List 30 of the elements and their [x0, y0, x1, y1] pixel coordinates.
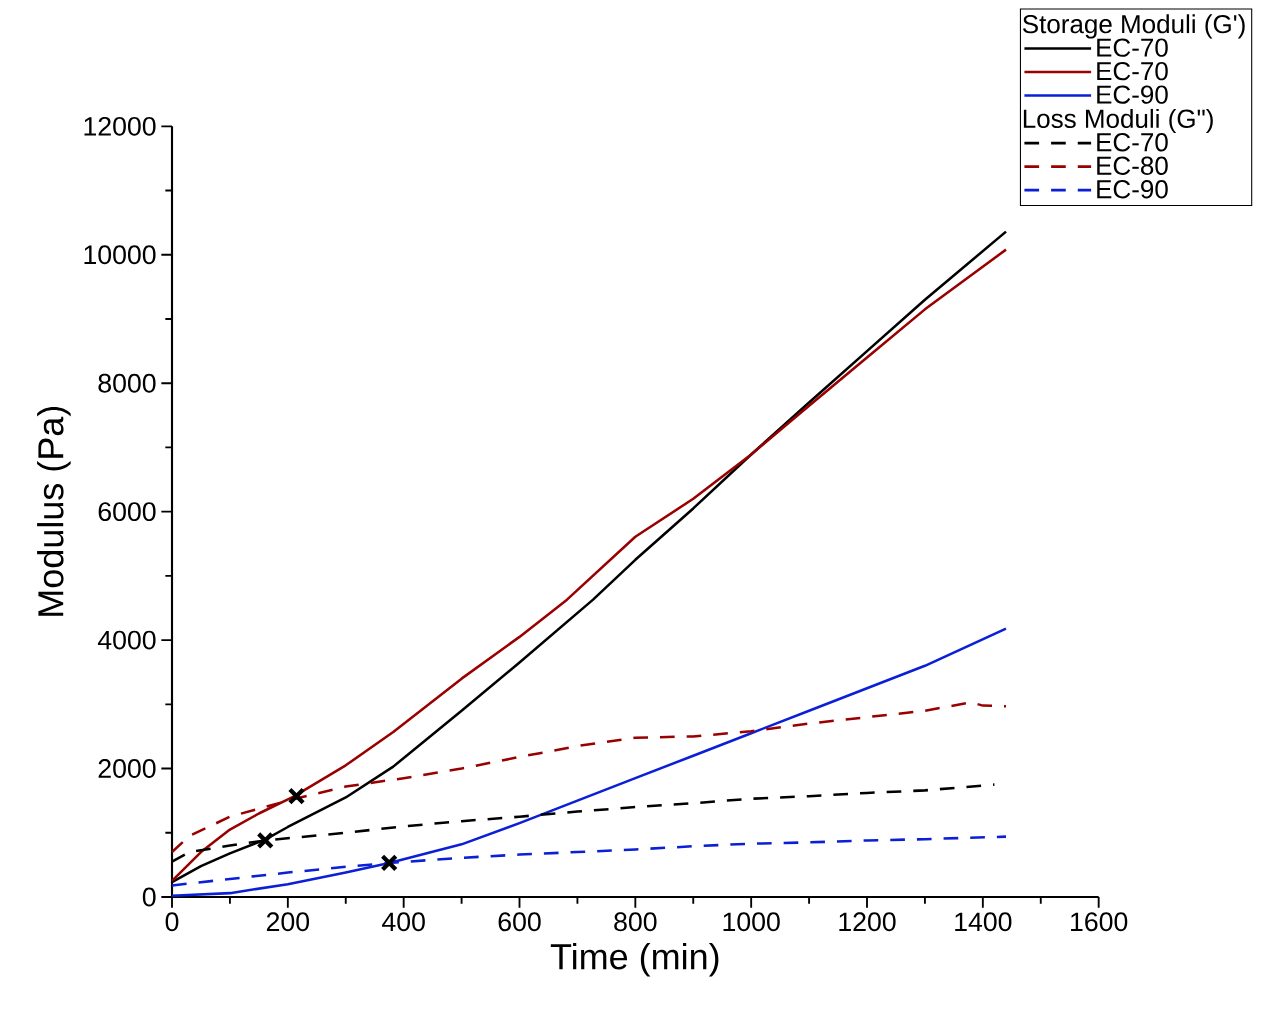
point [287, 787, 306, 805]
text: Loss Moduli (G") [1023, 108, 1213, 134]
y-tick-label: 12000 [84, 116, 156, 136]
y-axis-title: Modulus (Pa) [37, 406, 71, 616]
x-tick-label: 1000 [723, 912, 780, 932]
y-tick-label: 2000 [98, 759, 156, 778]
y-tick-label: 4000 [97, 630, 156, 650]
x-tick-label: 600 [498, 912, 541, 932]
legend-label: EC-80 [1097, 156, 1168, 175]
line-series [170, 627, 1008, 897]
legend-label: EC-70 [1097, 61, 1168, 81]
legend-label: EC-90 [1097, 180, 1168, 199]
x-tick-label: 800 [614, 912, 657, 932]
text: Storage Moduli (G') [1022, 14, 1245, 39]
legend-label: EC-90 [1097, 85, 1168, 104]
x-tick-label: 1600 [1071, 912, 1128, 932]
y-tick-label: 8000 [98, 373, 156, 393]
x-tick-label: 1200 [839, 912, 896, 932]
x-axis-title: Time (min) [550, 943, 719, 977]
y-tick-label: 6000 [98, 502, 156, 522]
point [380, 854, 398, 872]
x-tick-label: 1400 [955, 912, 1012, 932]
y-tick-label: 0 [142, 887, 156, 907]
point [256, 831, 274, 850]
y-tick-label: 10000 [84, 245, 156, 265]
legend-label: EC-70 [1097, 133, 1168, 152]
legend-label: EC-70 [1097, 38, 1168, 57]
x-tick-label: 400 [382, 912, 425, 932]
x-tick-label: 0 [165, 912, 179, 932]
x-tick-label: 200 [266, 912, 310, 932]
